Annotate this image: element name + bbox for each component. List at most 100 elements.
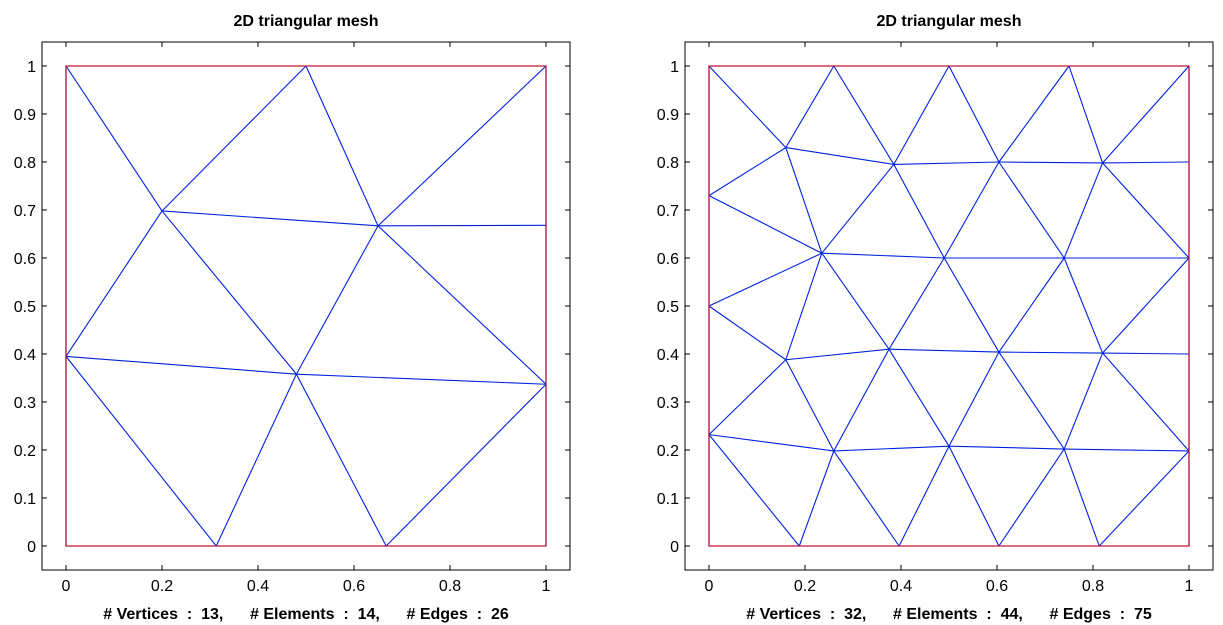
mesh-edge bbox=[785, 359, 835, 452]
mesh-edge bbox=[1102, 352, 1190, 452]
mesh-edge bbox=[948, 351, 1000, 447]
mesh-edge bbox=[305, 65, 379, 227]
mesh-edge bbox=[385, 383, 547, 547]
mesh-edge bbox=[1063, 257, 1104, 354]
mesh-edge bbox=[708, 434, 800, 547]
mesh-edge bbox=[833, 450, 900, 547]
mesh-edge bbox=[798, 450, 835, 547]
mesh-edge bbox=[1102, 257, 1190, 354]
mesh-edge bbox=[785, 65, 835, 148]
mesh-edge bbox=[1064, 448, 1190, 452]
mesh-edge bbox=[998, 65, 1070, 163]
mesh-edge bbox=[998, 161, 1103, 164]
mesh-edge bbox=[998, 448, 1065, 547]
x-tick-label: 0.2 bbox=[794, 578, 816, 595]
mesh-edge bbox=[998, 351, 1103, 354]
y-axis-ticks: 0 0.1 0.2 0.3 0.4 0.5 0.6 0.7 0.8 0.9 1 bbox=[657, 59, 1213, 556]
chart-title: 2D triangular mesh bbox=[234, 13, 379, 30]
mesh-edge bbox=[215, 373, 297, 547]
y-tick-label: 0.5 bbox=[14, 299, 36, 316]
x-tick-label: 0 bbox=[62, 578, 71, 595]
mesh-edge bbox=[785, 147, 823, 254]
mesh-edge bbox=[1063, 352, 1104, 450]
mesh-chart-left: 2D triangular mesh 0 0.2 0.4 0.6 0.8 1 0 0.1 0.… bbox=[14, 13, 571, 623]
y-tick-label: 0.4 bbox=[14, 347, 36, 364]
domain-boundary bbox=[708, 65, 1190, 547]
y-tick-label: 0 bbox=[27, 539, 36, 556]
mesh-edge bbox=[821, 252, 945, 259]
y-tick-label: 0.7 bbox=[657, 203, 679, 220]
y-tick-label: 0.1 bbox=[14, 491, 36, 508]
domain-boundary bbox=[65, 65, 547, 547]
y-tick-label: 0.3 bbox=[14, 395, 36, 412]
mesh-edge bbox=[1068, 65, 1104, 164]
x-tick-label: 0 bbox=[705, 578, 714, 595]
mesh-edge bbox=[708, 359, 787, 436]
mesh-edge bbox=[295, 373, 387, 547]
mesh-edge bbox=[833, 445, 950, 452]
mesh-edge bbox=[65, 65, 163, 212]
mesh-edge bbox=[377, 65, 547, 227]
mesh-edge bbox=[833, 65, 895, 165]
x-axis-label: # Vertices : 32, # Elements : 44, # Edge… bbox=[746, 606, 1152, 623]
mesh-edge bbox=[998, 351, 1065, 450]
x-tick-label: 1 bbox=[542, 578, 551, 595]
y-tick-label: 0.8 bbox=[657, 155, 679, 172]
mesh-edge bbox=[708, 434, 834, 452]
mesh-edge bbox=[377, 225, 547, 385]
mesh-edge bbox=[943, 161, 1000, 259]
mesh-edge bbox=[1063, 448, 1100, 547]
x-tick-label: 0.6 bbox=[343, 578, 365, 595]
mesh-edge bbox=[948, 65, 1000, 163]
x-tick-label: 0.4 bbox=[890, 578, 912, 595]
mesh-edge bbox=[1102, 65, 1190, 164]
y-tick-label: 0.6 bbox=[14, 251, 36, 268]
mesh-edge bbox=[898, 445, 950, 547]
mesh-layer bbox=[65, 65, 547, 547]
mesh-layer bbox=[708, 65, 1190, 547]
mesh-edge bbox=[708, 147, 787, 197]
x-axis-ticks: 0 0.2 0.4 0.6 0.8 1 bbox=[705, 42, 1194, 595]
mesh-edge bbox=[1098, 450, 1190, 547]
plot-area-frame bbox=[684, 41, 1214, 571]
x-tick-label: 0.6 bbox=[986, 578, 1008, 595]
mesh-edge bbox=[708, 65, 787, 148]
mesh-edge bbox=[708, 305, 787, 361]
mesh-edge bbox=[821, 252, 890, 350]
mesh-edge bbox=[161, 65, 307, 212]
mesh-edge bbox=[948, 445, 1000, 547]
mesh-chart-right: 2D triangular mesh 0 0.2 0.4 0.6 0.8 1 0 0.1 0.… bbox=[657, 13, 1214, 623]
mesh-edge bbox=[998, 257, 1065, 353]
y-tick-label: 0.7 bbox=[14, 203, 36, 220]
plot-area-frame bbox=[41, 41, 571, 571]
y-tick-label: 1 bbox=[670, 59, 679, 76]
mesh-edge bbox=[785, 253, 823, 360]
mesh-edge bbox=[65, 356, 217, 547]
x-tick-label: 0.8 bbox=[1082, 578, 1104, 595]
mesh-edge bbox=[708, 252, 823, 307]
mesh-edge bbox=[893, 164, 945, 259]
x-tick-label: 0.4 bbox=[247, 578, 269, 595]
mesh-edge bbox=[65, 210, 163, 357]
mesh-edge bbox=[1102, 162, 1190, 259]
y-tick-label: 0.3 bbox=[657, 395, 679, 412]
y-tick-label: 0.1 bbox=[657, 491, 679, 508]
x-tick-label: 0.8 bbox=[439, 578, 461, 595]
mesh-edge bbox=[948, 445, 1065, 450]
mesh-edge bbox=[833, 348, 890, 452]
x-tick-label: 0.2 bbox=[151, 578, 173, 595]
mesh-edge bbox=[943, 257, 1000, 353]
y-tick-label: 1 bbox=[27, 59, 36, 76]
mesh-edge bbox=[998, 161, 1065, 259]
mesh-edge bbox=[708, 195, 823, 254]
mesh-edge bbox=[785, 147, 894, 165]
mesh-edge bbox=[893, 65, 950, 165]
chart-title: 2D triangular mesh bbox=[877, 13, 1022, 30]
mesh-edge bbox=[296, 373, 547, 385]
mesh-edge bbox=[161, 210, 379, 227]
mesh-edge bbox=[821, 164, 895, 254]
y-tick-label: 0.2 bbox=[657, 443, 679, 460]
y-tick-label: 0.5 bbox=[657, 299, 679, 316]
y-tick-label: 0 bbox=[670, 539, 679, 556]
mesh-edge bbox=[295, 225, 379, 375]
